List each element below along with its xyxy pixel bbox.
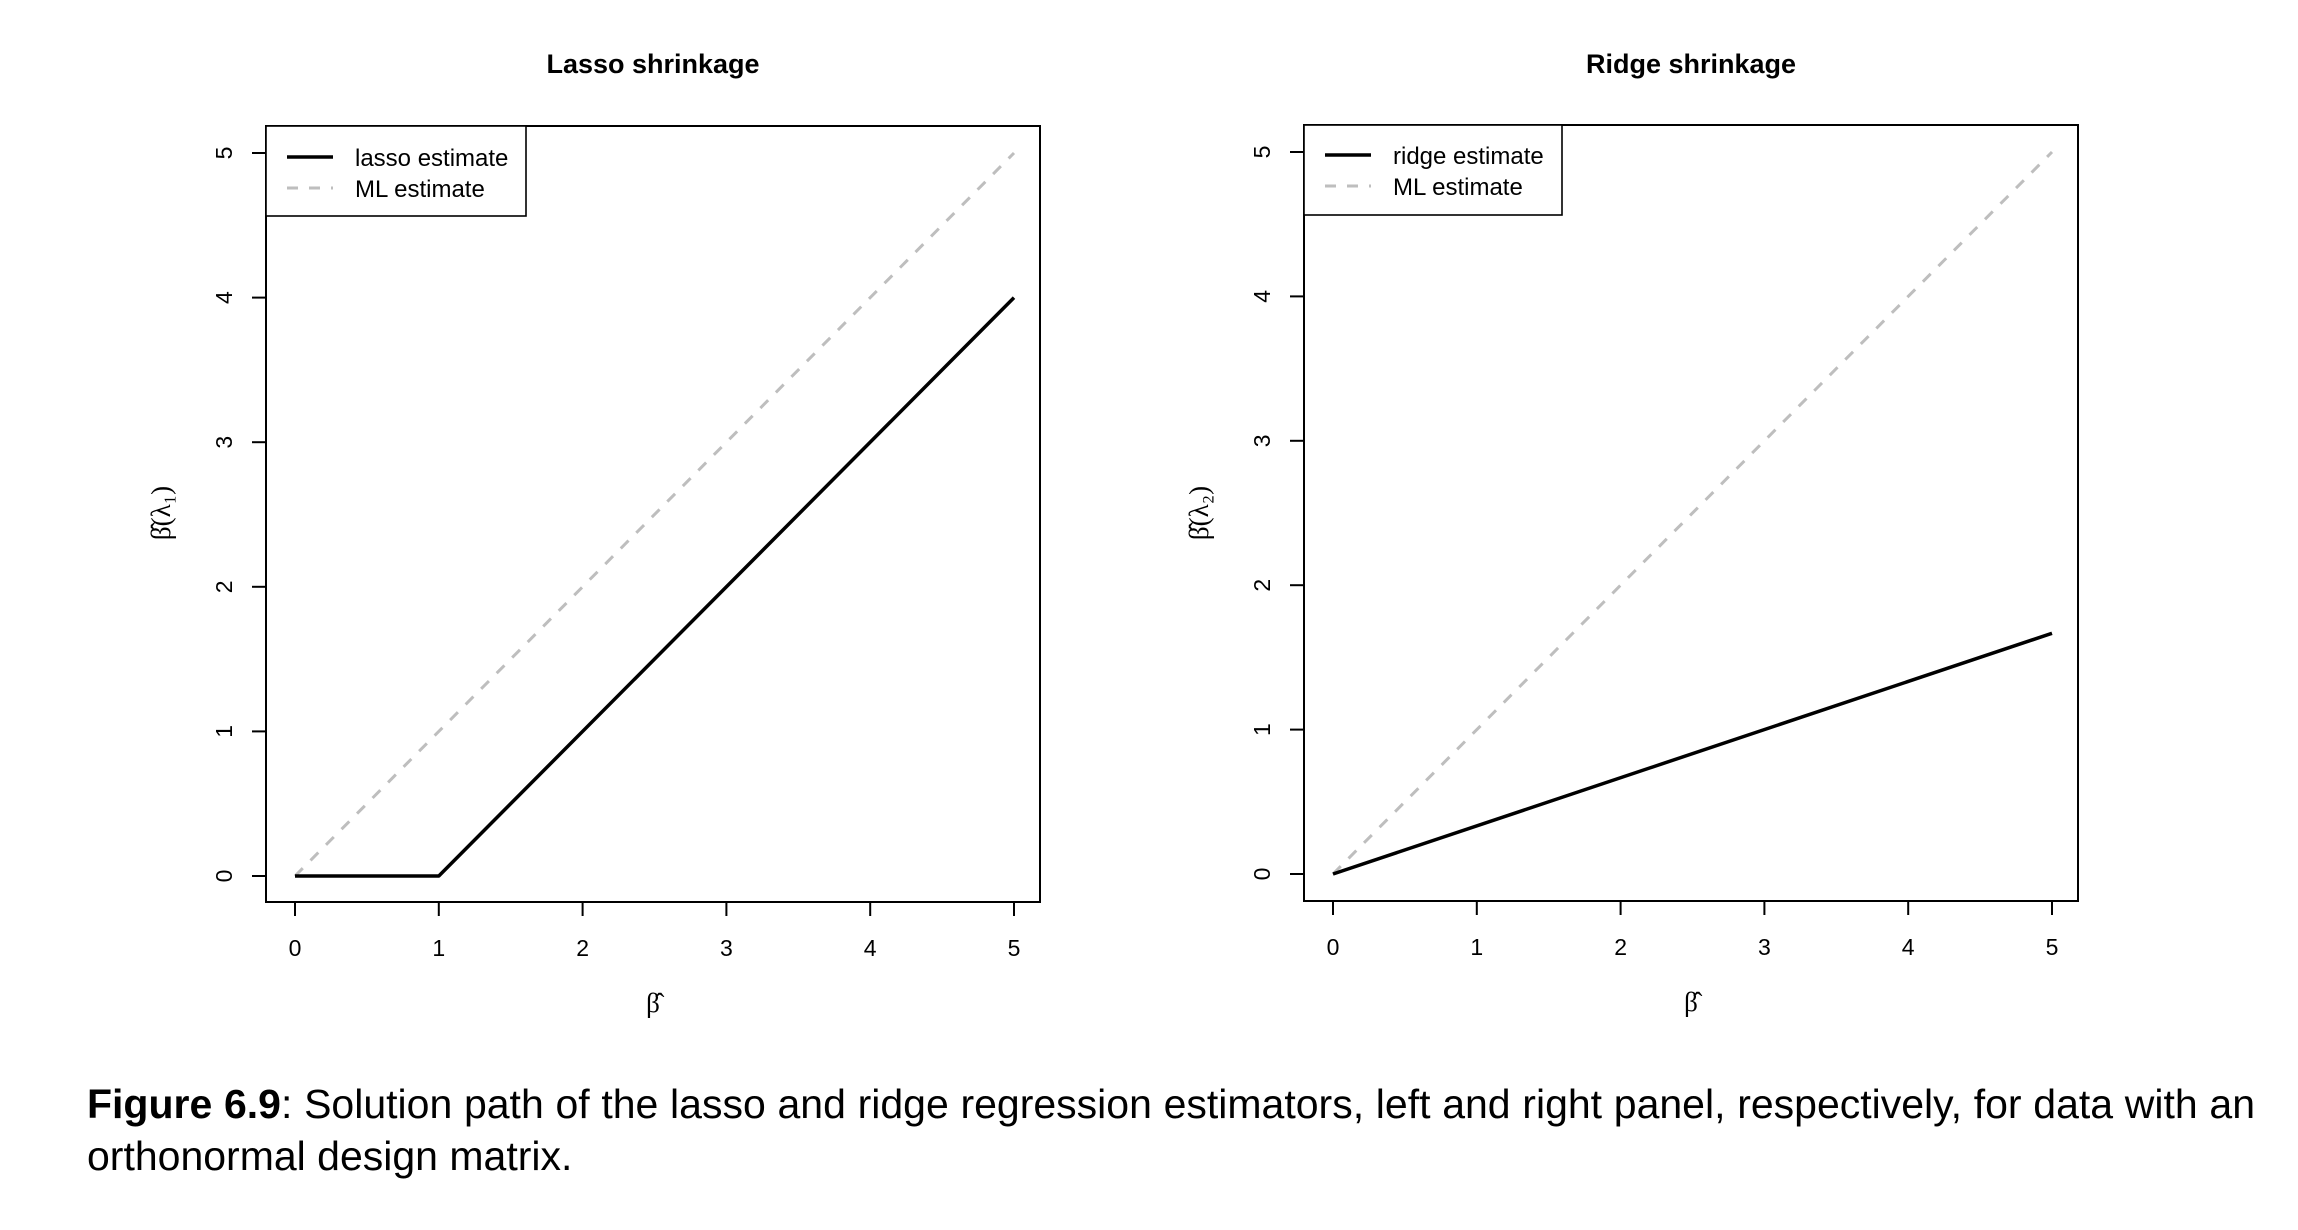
series-line-ridge-estimate [1332,631,2053,876]
figure-caption: Figure 6.9: Solution path of the lasso a… [87,1078,2255,1182]
y-tick-label: 2 [1249,579,1275,592]
y-tick-label: 1 [1249,723,1275,736]
caption-text: : Solution path of the lasso and ridge r… [87,1081,2255,1179]
ridge-panel: Ridge shrinkage 0 1 2 3 4 5 0 1 2 3 4 5 ridge esti… [1184,49,2079,1017]
y-tick-label: 4 [211,291,237,304]
legend-label-ml: ML estimate [355,176,485,203]
lasso-panel: Lasso shrinkage 0 1 2 3 4 5 0 1 2 3 4 5 lasso esti… [146,49,1041,1018]
legend-label-lasso: lasso estimate [355,145,508,172]
legend-box [265,125,527,217]
y-axis-label: β̂(λ₂) [1184,486,1214,540]
x-axis: 0 1 2 3 4 5 [289,901,1021,961]
legend-label-ml: ML estimate [1393,174,1523,201]
x-tick-label: 3 [1758,934,1771,960]
x-tick-label: 0 [1327,934,1340,960]
y-tick-label: 3 [211,436,237,449]
y-axis: 0 1 2 3 4 5 [211,147,267,883]
y-tick-label: 5 [211,147,237,160]
x-tick-label: 4 [864,935,877,961]
x-tick-label: 1 [432,935,445,961]
x-axis: 0 1 2 3 4 5 [1327,900,2059,960]
y-tick-label: 1 [211,725,237,738]
y-tick-label: 2 [211,580,237,593]
y-tick-label: 5 [1249,146,1275,159]
figure: Lasso shrinkage 0 1 2 3 4 5 0 1 2 3 4 5 lasso esti… [146,49,2079,1018]
series-line-ml-estimate [293,151,1016,878]
x-tick-label: 5 [1008,935,1021,961]
x-tick-label: 4 [1902,934,1915,960]
y-axis-label: β̂(λ₁) [146,486,176,540]
series-line-ml-estimate [1331,150,2054,876]
x-tick-label: 3 [720,935,733,961]
y-tick-label: 0 [1249,868,1275,881]
y-axis: 0 1 2 3 4 5 [1249,146,1305,881]
y-tick-label: 0 [211,870,237,883]
chart-title: Ridge shrinkage [1586,49,1796,79]
x-tick-label: 2 [576,935,589,961]
chart-title: Lasso shrinkage [546,49,759,79]
legend: ridge estimate ML estimate [1303,124,1563,216]
x-tick-label: 0 [289,935,302,961]
legend-label-ridge: ridge estimate [1393,143,1544,170]
y-tick-label: 4 [1249,290,1275,303]
series-group [1331,150,2054,876]
caption-label: Figure 6.9 [87,1081,281,1127]
legend-box [1303,124,1563,216]
y-tick-label: 3 [1249,434,1275,447]
x-axis-label: β̂ [646,988,665,1018]
x-tick-label: 2 [1614,934,1627,960]
x-axis-label: β̂ [1684,987,1703,1017]
x-tick-label: 5 [2046,934,2059,960]
x-tick-label: 1 [1470,934,1483,960]
series-group [293,151,1016,878]
series-line-lasso-estimate [295,296,1016,878]
legend: lasso estimate ML estimate [265,125,527,217]
